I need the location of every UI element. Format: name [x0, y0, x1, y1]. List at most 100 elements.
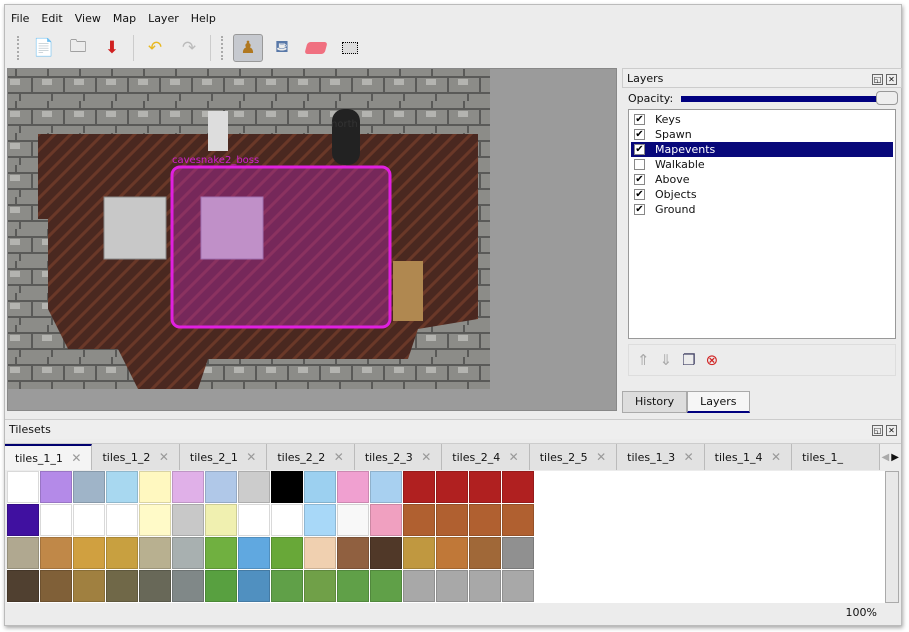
tileset-tab[interactable]: tiles_1_4 ✕ [704, 444, 793, 470]
menu-map[interactable]: Map [112, 12, 137, 25]
tileset-tab[interactable]: tiles_2_2 ✕ [267, 444, 355, 470]
float-icon[interactable]: ◱ [872, 73, 883, 85]
close-icon[interactable]: ✕ [886, 425, 897, 436]
duplicate-layer-icon[interactable]: ❐ [682, 351, 696, 369]
visibility-checkbox[interactable] [634, 159, 645, 170]
menu-help[interactable]: Help [190, 12, 216, 25]
menu-file[interactable]: File [11, 12, 30, 25]
layer-item[interactable]: ✔ Spawn [631, 127, 893, 142]
vertical-scrollbar[interactable] [885, 471, 899, 603]
tile[interactable] [106, 537, 138, 569]
tile[interactable] [304, 537, 336, 569]
layer-item[interactable]: ✔ Objects [631, 187, 893, 202]
tile[interactable] [238, 537, 270, 569]
tile[interactable] [304, 504, 336, 536]
new-file-icon[interactable]: 📄 [33, 38, 55, 58]
tileset-tab[interactable]: tiles_2_4 ✕ [442, 444, 530, 470]
close-tab-icon[interactable]: ✕ [421, 450, 432, 464]
visibility-checkbox[interactable]: ✔ [634, 189, 645, 200]
undo-icon[interactable]: ↶ [147, 38, 163, 58]
lower-layer-icon[interactable]: ⇓ [659, 351, 673, 369]
tileset-tab[interactable]: tiles_2_1 ✕ [179, 444, 268, 470]
tileset-tab[interactable]: tiles_1_ [792, 444, 880, 470]
close-tab-icon[interactable]: ✕ [158, 450, 169, 464]
tile[interactable] [403, 570, 435, 602]
tile[interactable] [304, 570, 336, 602]
tile[interactable] [7, 537, 39, 569]
raise-layer-icon[interactable]: ⇑ [637, 351, 650, 369]
tile[interactable] [337, 471, 369, 503]
tileset-grid[interactable] [7, 471, 885, 603]
tile[interactable] [73, 471, 105, 503]
tile[interactable] [40, 471, 72, 503]
float-icon[interactable]: ◱ [872, 425, 883, 436]
tile[interactable] [172, 537, 204, 569]
tile[interactable] [469, 471, 501, 503]
tile[interactable] [436, 537, 468, 569]
close-tab-icon[interactable]: ✕ [771, 450, 782, 464]
tile[interactable] [205, 570, 237, 602]
tile[interactable] [304, 471, 336, 503]
close-tab-icon[interactable]: ✕ [683, 450, 694, 464]
tile[interactable] [40, 537, 72, 569]
tile[interactable] [502, 570, 534, 602]
tile[interactable] [436, 570, 468, 602]
layer-item[interactable]: ✔ Ground [631, 202, 893, 217]
tile[interactable] [370, 471, 402, 503]
tile[interactable] [370, 537, 402, 569]
tile[interactable] [172, 471, 204, 503]
tile[interactable] [106, 504, 138, 536]
tile[interactable] [337, 504, 369, 536]
eraser-icon[interactable] [301, 34, 331, 62]
layer-item[interactable]: ✔ Above [631, 172, 893, 187]
tileset-tab[interactable]: tiles_1_1 ✕ [5, 444, 93, 470]
tileset-tab[interactable]: tiles_2_3 ✕ [354, 444, 443, 470]
redo-icon[interactable]: ↷ [181, 38, 197, 58]
visibility-checkbox[interactable]: ✔ [634, 144, 645, 155]
tile[interactable] [337, 537, 369, 569]
tile[interactable] [139, 537, 171, 569]
menu-view[interactable]: View [74, 12, 101, 25]
tile[interactable] [7, 471, 39, 503]
close-icon[interactable]: ✕ [886, 73, 897, 85]
tile[interactable] [205, 504, 237, 536]
tile[interactable] [238, 471, 270, 503]
opacity-slider[interactable] [681, 90, 898, 105]
menu-layer[interactable]: Layer [148, 12, 179, 25]
close-tab-icon[interactable]: ✕ [508, 450, 519, 464]
visibility-checkbox[interactable]: ✔ [634, 114, 645, 125]
tile[interactable] [469, 537, 501, 569]
close-tab-icon[interactable]: ✕ [246, 450, 257, 464]
close-tab-icon[interactable]: ✕ [333, 450, 344, 464]
tile[interactable] [139, 471, 171, 503]
tile[interactable] [139, 504, 171, 536]
tileset-tab[interactable]: tiles_1_2 ✕ [92, 444, 180, 470]
tile[interactable] [271, 570, 303, 602]
tileset-tab[interactable]: tiles_1_3 ✕ [617, 444, 705, 470]
tileset-tab[interactable]: tiles_2_5 ✕ [529, 444, 618, 470]
tile[interactable] [238, 570, 270, 602]
layer-item[interactable]: Walkable [631, 157, 893, 172]
toolbar-grip[interactable] [17, 36, 21, 60]
tab-layers[interactable]: Layers [687, 391, 750, 413]
layer-item[interactable]: ✔ Keys [631, 112, 893, 127]
tile[interactable] [502, 504, 534, 536]
visibility-checkbox[interactable]: ✔ [634, 174, 645, 185]
tile[interactable] [73, 537, 105, 569]
tile[interactable] [106, 471, 138, 503]
tile[interactable] [172, 570, 204, 602]
tile[interactable] [271, 537, 303, 569]
tile[interactable] [271, 504, 303, 536]
delete-layer-icon[interactable]: ⊗ [705, 351, 719, 369]
bucket-fill-icon[interactable]: ⛾ [275, 37, 289, 57]
visibility-checkbox[interactable]: ✔ [634, 204, 645, 215]
close-tab-icon[interactable]: ✕ [596, 450, 607, 464]
tile[interactable] [436, 504, 468, 536]
tile[interactable] [502, 537, 534, 569]
tile[interactable] [370, 570, 402, 602]
tile[interactable] [502, 471, 534, 503]
opacity-slider-handle[interactable] [876, 90, 898, 105]
tile[interactable] [40, 504, 72, 536]
tile[interactable] [403, 471, 435, 503]
menu-edit[interactable]: Edit [41, 12, 63, 25]
